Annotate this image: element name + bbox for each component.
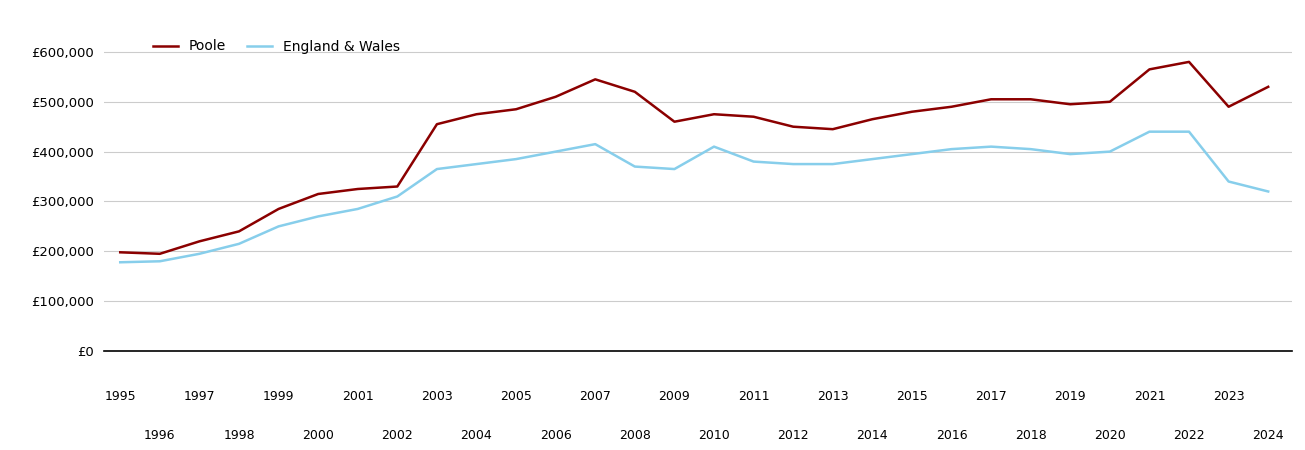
England & Wales: [786, 162, 801, 167]
Text: 1999: 1999: [262, 390, 295, 403]
Poole: [270, 206, 286, 211]
Poole: [311, 191, 326, 197]
England & Wales: [429, 166, 445, 172]
England & Wales: [944, 146, 959, 152]
Text: 2011: 2011: [737, 390, 770, 403]
England & Wales: [825, 162, 840, 167]
Text: 2001: 2001: [342, 390, 373, 403]
England & Wales: [745, 159, 761, 164]
England & Wales: [508, 157, 523, 162]
England & Wales: [548, 149, 564, 154]
Text: 2018: 2018: [1015, 429, 1047, 442]
Text: 2021: 2021: [1134, 390, 1165, 403]
England & Wales: [1181, 129, 1197, 135]
Poole: [626, 89, 642, 94]
Text: 2022: 2022: [1173, 429, 1205, 442]
Poole: [706, 112, 722, 117]
Poole: [1062, 102, 1078, 107]
England & Wales: [1101, 149, 1117, 154]
Poole: [904, 109, 920, 114]
Text: 2024: 2024: [1253, 429, 1284, 442]
Poole: [1181, 59, 1197, 65]
Poole: [587, 76, 603, 82]
Text: 2010: 2010: [698, 429, 729, 442]
Poole: [468, 112, 484, 117]
Line: Poole: Poole: [120, 62, 1268, 254]
Text: 2005: 2005: [500, 390, 532, 403]
England & Wales: [112, 260, 128, 265]
Poole: [864, 117, 880, 122]
Poole: [983, 97, 998, 102]
Text: 2012: 2012: [778, 429, 809, 442]
Text: 2004: 2004: [461, 429, 492, 442]
Poole: [112, 250, 128, 255]
England & Wales: [468, 162, 484, 167]
Poole: [1220, 104, 1236, 109]
Legend: Poole, England & Wales: Poole, England & Wales: [147, 34, 406, 59]
England & Wales: [904, 151, 920, 157]
England & Wales: [587, 141, 603, 147]
Text: 2013: 2013: [817, 390, 848, 403]
England & Wales: [389, 194, 405, 199]
Text: 2002: 2002: [381, 429, 414, 442]
England & Wales: [864, 157, 880, 162]
Poole: [786, 124, 801, 130]
Text: 2019: 2019: [1054, 390, 1086, 403]
Text: 2015: 2015: [897, 390, 928, 403]
Poole: [389, 184, 405, 189]
England & Wales: [231, 241, 247, 247]
Text: 1998: 1998: [223, 429, 254, 442]
Poole: [192, 238, 207, 244]
Text: 2007: 2007: [579, 390, 611, 403]
Text: 1996: 1996: [144, 429, 176, 442]
Text: 2006: 2006: [540, 429, 572, 442]
Line: England & Wales: England & Wales: [120, 132, 1268, 262]
England & Wales: [667, 166, 683, 172]
Text: 1997: 1997: [184, 390, 215, 403]
Poole: [151, 251, 167, 256]
Poole: [350, 186, 365, 192]
England & Wales: [1261, 189, 1276, 194]
Poole: [1261, 84, 1276, 90]
England & Wales: [983, 144, 998, 149]
England & Wales: [350, 206, 365, 211]
Poole: [825, 126, 840, 132]
Text: 2016: 2016: [936, 429, 967, 442]
Poole: [231, 229, 247, 234]
England & Wales: [151, 259, 167, 264]
England & Wales: [626, 164, 642, 169]
Poole: [508, 107, 523, 112]
England & Wales: [1023, 146, 1039, 152]
Text: 1995: 1995: [104, 390, 136, 403]
England & Wales: [1142, 129, 1158, 135]
England & Wales: [270, 224, 286, 229]
Text: 2020: 2020: [1094, 429, 1126, 442]
England & Wales: [192, 251, 207, 256]
England & Wales: [1062, 151, 1078, 157]
Poole: [429, 122, 445, 127]
Text: 2017: 2017: [975, 390, 1007, 403]
Poole: [1023, 97, 1039, 102]
England & Wales: [311, 214, 326, 219]
Poole: [944, 104, 959, 109]
Text: 2009: 2009: [659, 390, 690, 403]
Poole: [667, 119, 683, 124]
England & Wales: [1220, 179, 1236, 184]
Text: 2008: 2008: [619, 429, 651, 442]
Text: 2023: 2023: [1212, 390, 1245, 403]
Text: 2000: 2000: [303, 429, 334, 442]
England & Wales: [706, 144, 722, 149]
Poole: [1142, 67, 1158, 72]
Poole: [745, 114, 761, 119]
Text: 2014: 2014: [856, 429, 889, 442]
Text: 2003: 2003: [422, 390, 453, 403]
Poole: [1101, 99, 1117, 104]
Poole: [548, 94, 564, 99]
